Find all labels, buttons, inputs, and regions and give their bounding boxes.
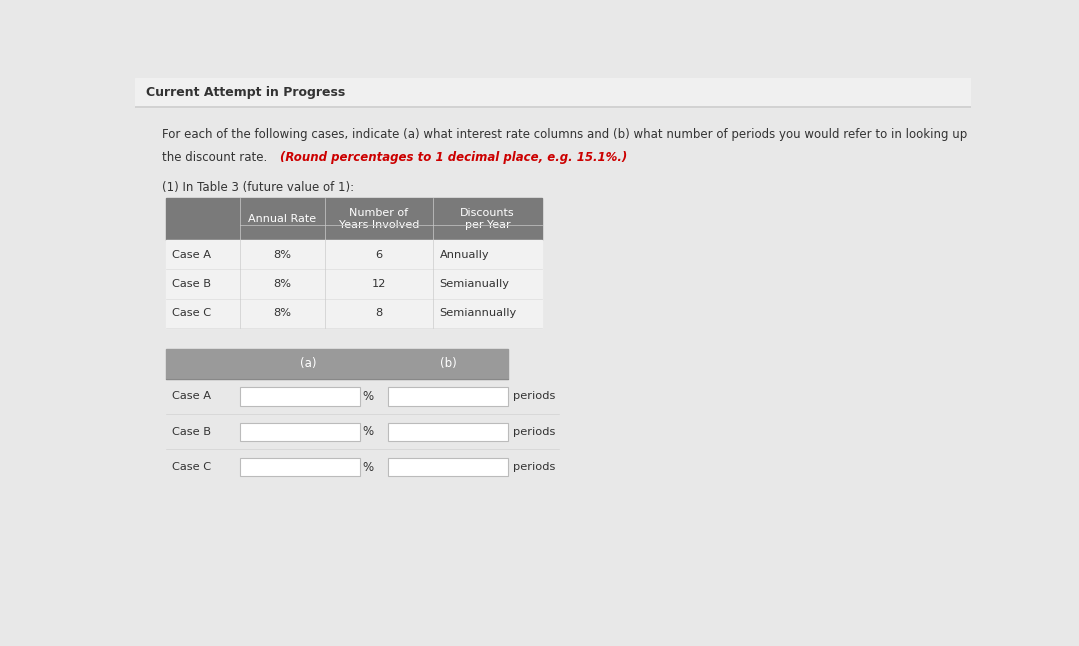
Text: Semiannually: Semiannually — [439, 308, 517, 318]
Text: (b): (b) — [440, 357, 456, 370]
Text: Case C: Case C — [172, 462, 211, 472]
Text: 8%: 8% — [273, 249, 291, 260]
Text: 8%: 8% — [273, 279, 291, 289]
Text: Semianually: Semianually — [439, 279, 509, 289]
Bar — [166, 198, 542, 240]
Text: Case A: Case A — [172, 249, 211, 260]
Text: Annual Rate: Annual Rate — [248, 214, 316, 224]
Bar — [166, 269, 542, 298]
FancyBboxPatch shape — [388, 458, 508, 476]
Bar — [166, 240, 542, 269]
Text: Case B: Case B — [172, 279, 211, 289]
Bar — [135, 78, 971, 107]
Text: the discount rate.: the discount rate. — [162, 151, 271, 165]
Text: (a): (a) — [300, 357, 316, 370]
Text: Current Attempt in Progress: Current Attempt in Progress — [147, 86, 345, 99]
Text: %: % — [363, 425, 373, 438]
Text: Case C: Case C — [172, 308, 211, 318]
Text: Discounts
per Year: Discounts per Year — [460, 208, 515, 229]
Text: periods: periods — [514, 427, 556, 437]
FancyBboxPatch shape — [240, 422, 359, 441]
Text: periods: periods — [514, 391, 556, 401]
FancyBboxPatch shape — [388, 422, 508, 441]
Text: Number of
Years Involved: Number of Years Involved — [339, 208, 419, 229]
Text: Case A: Case A — [172, 391, 211, 401]
Text: %: % — [363, 390, 373, 403]
FancyBboxPatch shape — [240, 458, 359, 476]
Text: 6: 6 — [375, 249, 383, 260]
Text: 8%: 8% — [273, 308, 291, 318]
Text: Case B: Case B — [172, 427, 211, 437]
Text: 12: 12 — [372, 279, 386, 289]
Text: %: % — [363, 461, 373, 474]
FancyBboxPatch shape — [388, 387, 508, 406]
Text: For each of the following cases, indicate (a) what interest rate columns and (b): For each of the following cases, indicat… — [162, 129, 967, 141]
Bar — [166, 298, 542, 328]
FancyBboxPatch shape — [240, 387, 359, 406]
Text: (1) In Table 3 (future value of 1):: (1) In Table 3 (future value of 1): — [162, 181, 354, 194]
Text: (Round percentages to 1 decimal place, e.g. 15.1%.): (Round percentages to 1 decimal place, e… — [279, 151, 627, 165]
Text: Annually: Annually — [439, 249, 489, 260]
Text: 8: 8 — [375, 308, 383, 318]
Bar — [166, 349, 508, 379]
Text: periods: periods — [514, 462, 556, 472]
